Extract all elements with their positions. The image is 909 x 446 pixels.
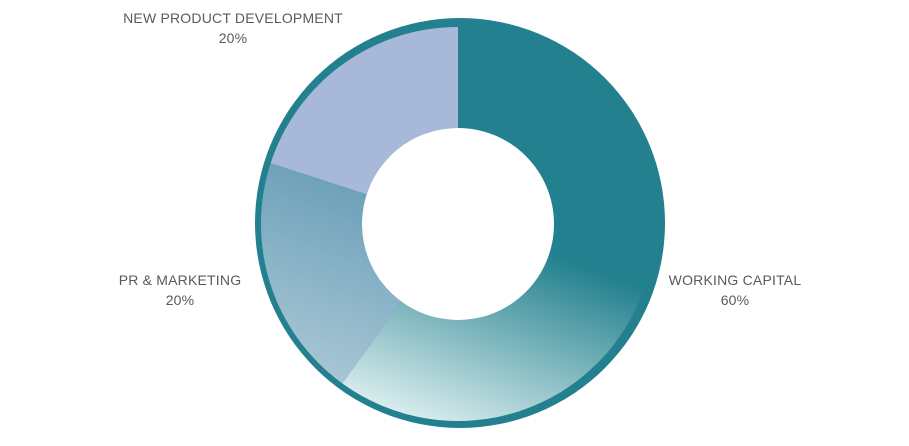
label-name-new-product-development: NEW PRODUCT DEVELOPMENT <box>123 10 343 26</box>
donut-hole <box>362 128 554 320</box>
label-working-capital: WORKING CAPITAL 60% <box>660 270 810 310</box>
slices-layer <box>255 18 665 428</box>
slice-pr-marketing <box>261 163 402 384</box>
slice-new-product-development <box>270 27 458 195</box>
label-pr-marketing: PR & MARKETING 20% <box>110 270 250 310</box>
label-pct-working-capital: 60% <box>720 292 750 308</box>
label-name-pr-marketing: PR & MARKETING <box>118 272 242 288</box>
slice-working-capital <box>342 27 655 422</box>
label-name-working-capital: WORKING CAPITAL <box>668 272 802 288</box>
label-pct-new-product-development: 20% <box>218 30 248 46</box>
label-new-product-development: NEW PRODUCT DEVELOPMENT 20% <box>118 8 348 48</box>
label-pct-pr-marketing: 20% <box>165 292 195 308</box>
